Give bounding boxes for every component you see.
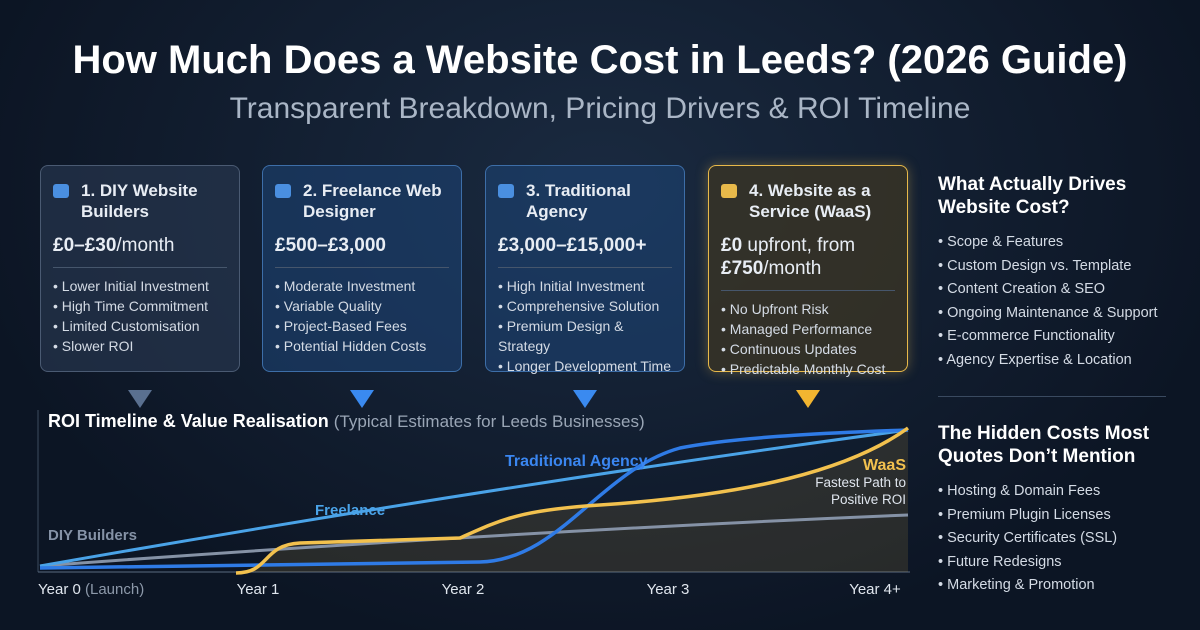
hidden-costs: The Hidden Costs Most Quotes Don’t Menti… — [938, 422, 1188, 598]
card-bullets: High Initial InvestmentComprehensive Sol… — [498, 276, 672, 376]
price-card: 2. Freelance Web Designer £500–£3,000 Mode… — [262, 165, 462, 372]
price-part: £750 — [721, 258, 764, 279]
price-part: upfront, from — [742, 235, 856, 256]
driver-item: Custom Design vs. Template — [938, 255, 1188, 279]
waas-line — [235, 426, 910, 575]
price-card: 3. Traditional Agency £3,000–£15,000+ High… — [485, 165, 685, 374]
driver-item: Scope & Features — [938, 231, 1188, 255]
traditional-line — [39, 428, 909, 570]
price-card: 1. DIY Website Builders £0–£30/month Lower… — [40, 165, 240, 372]
drivers: What Actually Drives Website Cost? Scope… — [938, 173, 1188, 372]
waas-note-box: Fastest Path to Positive ROI — [815, 475, 906, 507]
x-label-text: Year 1 — [237, 581, 280, 598]
arrow — [796, 390, 820, 408]
bullet: Potential Hidden Costs — [275, 336, 449, 356]
price-part: £0–£30 — [53, 235, 117, 256]
card-bullets: Lower Initial InvestmentHigh Time Commit… — [53, 276, 227, 356]
price-part: £0 — [721, 235, 743, 256]
x-tick-label: Year 4+ — [849, 581, 901, 598]
x-label-text: Year 3 — [647, 581, 690, 598]
page-title: How Much Does a Website Cost in Leeds? (… — [72, 38, 1128, 82]
drivers-title: What Actually Drives Website Cost? — [938, 174, 1127, 218]
x-label-text: Year 0 — [38, 581, 81, 598]
driver-item: Ongoing Maintenance & Support — [938, 302, 1188, 326]
arrow — [573, 390, 597, 408]
bullet: High Initial Investment — [498, 276, 672, 296]
waas-area — [240, 428, 908, 572]
bullet: Longer Development Time — [498, 356, 672, 376]
bullet: Premium Design & Strategy — [498, 316, 672, 356]
page-subtitle: Transparent Breakdown, Pricing Drivers &… — [229, 92, 971, 125]
hidden-list: Hosting & Domain FeesPremium Plugin Lice… — [938, 480, 1188, 598]
card-price: £3,000–£15,000+ — [498, 234, 672, 268]
bullet: Predictable Monthly Cost — [721, 359, 895, 379]
driver-item: E-commerce Functionality — [938, 325, 1188, 349]
x-tick-label: Year 3 — [647, 581, 690, 598]
x-label-text: Year 2 — [442, 581, 485, 598]
line-label: WaaS — [863, 457, 906, 474]
x-tick-label: Year 1 — [237, 581, 280, 598]
timeline-subtitle: (Typical Estimates for Leeds Businesses) — [334, 412, 645, 431]
x-tick-label: Year 0 (Launch) — [38, 581, 144, 598]
hidden-item: Hosting & Domain Fees — [938, 480, 1188, 504]
price-card: 4. Website as a Service (WaaS) £0 upfront… — [708, 165, 908, 377]
line-label: DIY Builders — [48, 527, 137, 544]
bullet: Continuous Updates — [721, 339, 895, 359]
price-part: £3,000–£15,000+ — [498, 235, 647, 256]
hidden-item: Marketing & Promotion — [938, 574, 1188, 598]
driver-item: Agency Expertise & Location — [938, 349, 1188, 373]
card-price: £0 upfront, from £750/month — [721, 234, 895, 291]
price-part: /month — [763, 258, 822, 279]
bullet: Managed Performance — [721, 319, 895, 339]
timeline-title: ROI Timeline & Value Realisation (Typica… — [48, 411, 645, 431]
separator — [938, 396, 1166, 397]
hidden-item: Premium Plugin Licenses — [938, 504, 1188, 528]
bullet: Comprehensive Solution — [498, 296, 672, 316]
arrow — [128, 390, 152, 408]
hidden-item: Security Certificates (SSL) — [938, 527, 1188, 551]
bullet: Moderate Investment — [275, 276, 449, 296]
hidden-title: The Hidden Costs Most Quotes Don’t Menti… — [938, 423, 1150, 467]
timeline-title-text: ROI Timeline & Value Realisation — [48, 411, 329, 431]
freelance-line — [39, 428, 909, 568]
launch-note: (Launch) — [85, 581, 144, 598]
price-part: /month — [116, 235, 175, 256]
line-label: Traditional Agency — [505, 453, 648, 470]
hidden-item: Future Redesigns — [938, 551, 1188, 575]
card-title: 4. Website as a Service (WaaS) — [721, 180, 895, 222]
drivers-list: Scope & FeaturesCustom Design vs. Templa… — [938, 231, 1188, 372]
bullet: High Time Commitment — [53, 296, 227, 316]
waas-note: Fastest Path to Positive ROI — [815, 475, 906, 507]
line-label: Freelance — [315, 502, 385, 519]
arrow — [350, 390, 374, 408]
card-title: 1. DIY Website Builders — [53, 180, 227, 222]
x-labels: Year 0 (Launch) Year 1 Year 2 Year 3 Year 4+ — [38, 581, 901, 598]
x-tick-label: Year 2 — [442, 581, 485, 598]
card-title: 3. Traditional Agency — [498, 180, 672, 222]
bullet: Slower ROI — [53, 336, 227, 356]
diy-line — [39, 513, 909, 568]
card-title: 2. Freelance Web Designer — [275, 180, 449, 222]
card-bullets: Moderate InvestmentVariable QualityProje… — [275, 276, 449, 356]
bullet: Limited Customisation — [53, 316, 227, 336]
bullet: Project-Based Fees — [275, 316, 449, 336]
driver-item: Content Creation & SEO — [938, 278, 1188, 302]
card-price: £500–£3,000 — [275, 234, 449, 268]
price-part: £500–£3,000 — [275, 235, 386, 256]
card-bullets: No Upfront RiskManaged PerformanceContin… — [721, 299, 895, 379]
bullet: No Upfront Risk — [721, 299, 895, 319]
bullet: Lower Initial Investment — [53, 276, 227, 296]
bullet: Variable Quality — [275, 296, 449, 316]
card-price: £0–£30/month — [53, 234, 227, 268]
x-label-text: Year 4+ — [849, 581, 901, 598]
